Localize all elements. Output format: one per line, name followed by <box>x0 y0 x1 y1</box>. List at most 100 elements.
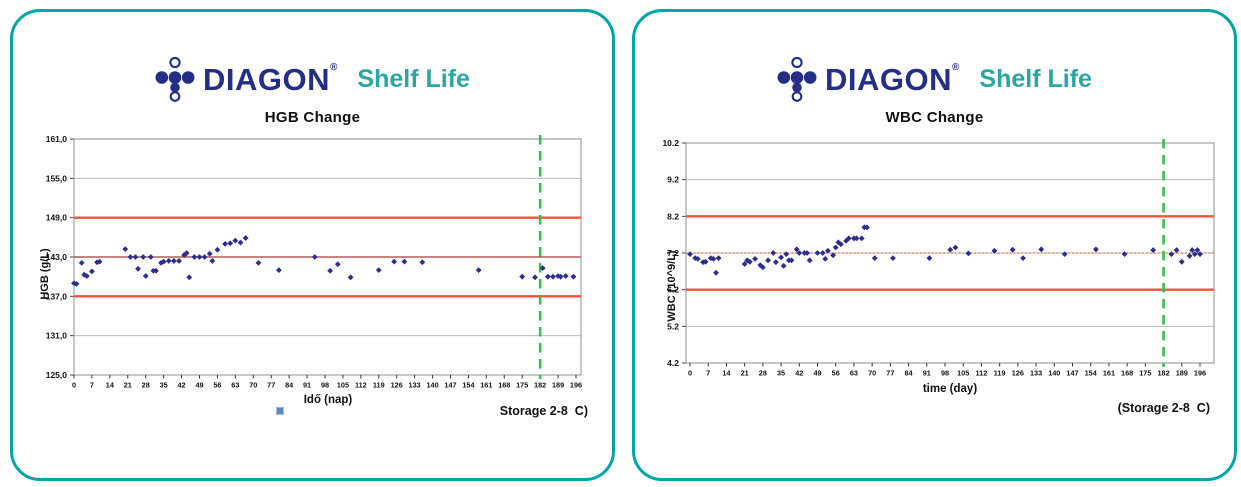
data-point <box>165 258 172 264</box>
data-point <box>555 273 561 279</box>
x-tick-label: 161 <box>1103 369 1115 378</box>
y-tick-label: 7.2 <box>667 248 679 258</box>
x-tick-label: 112 <box>355 381 367 390</box>
data-point <box>694 255 701 262</box>
data-point <box>222 240 229 247</box>
y-tick-label: 4.2 <box>667 358 679 368</box>
data-point <box>127 254 134 260</box>
data-point <box>401 258 408 265</box>
data-point <box>132 254 139 260</box>
data-point <box>1194 247 1201 253</box>
x-tick-label: 119 <box>373 381 385 390</box>
data-point <box>557 273 564 280</box>
y-tick-label: 149,0 <box>46 213 68 223</box>
storage-note-wbc: (Storage 2-8 C) <box>1117 401 1210 415</box>
y-tick-label: 10.2 <box>662 138 679 148</box>
data-point <box>715 255 722 262</box>
x-tick-label: 21 <box>741 369 749 378</box>
brand-tagline: Shelf Life <box>979 64 1092 93</box>
x-axis-label-hgb: Idő (nap) <box>303 394 353 406</box>
data-point <box>550 273 556 280</box>
x-tick-label: 140 <box>1048 369 1060 378</box>
x-tick-label: 0 <box>688 369 692 378</box>
data-point <box>744 257 751 264</box>
data-point <box>700 259 706 266</box>
data-point <box>871 255 878 262</box>
data-point <box>334 261 341 268</box>
data-point <box>311 254 318 260</box>
x-tick-label: 140 <box>426 381 438 390</box>
x-tick-label: 168 <box>498 381 510 390</box>
x-tick-label: 189 <box>552 381 564 390</box>
chart-title-wbc: WBC Change <box>885 109 984 126</box>
registered-mark: ® <box>952 61 960 73</box>
y-tick-label: 161,0 <box>46 134 68 144</box>
x-axis-label-wbc: time (day) <box>922 383 978 395</box>
data-point <box>78 260 85 266</box>
data-point <box>140 254 147 260</box>
data-point <box>853 235 860 242</box>
data-point <box>183 250 190 256</box>
data-point <box>176 258 182 264</box>
data-point <box>160 258 167 265</box>
y-tick-label: 9.2 <box>667 175 679 185</box>
data-point <box>391 258 398 265</box>
x-tick-label: 49 <box>195 381 203 390</box>
data-point <box>702 258 709 265</box>
x-tick-label: 77 <box>886 369 894 378</box>
data-point <box>1121 251 1128 257</box>
data-point <box>232 237 239 244</box>
x-tick-label: 35 <box>160 381 168 390</box>
data-point <box>804 250 810 256</box>
data-point <box>858 235 865 242</box>
storage-note-hgb: Storage 2-8 C) <box>499 404 588 418</box>
y-tick-label: 155,0 <box>46 173 68 183</box>
data-point <box>327 267 334 274</box>
data-point <box>89 268 95 275</box>
data-point <box>752 255 758 262</box>
data-point <box>570 273 577 280</box>
x-tick-label: 196 <box>1194 369 1206 378</box>
y-tick-label: 5.2 <box>667 321 679 331</box>
data-point <box>845 235 852 242</box>
data-point <box>864 224 870 231</box>
wbc-scatter-plot: 10.2 9.2 8.2 7.2 6.2 5.2 4.2 0 7 14 21 28 35 42 49 56 63… <box>662 138 1215 378</box>
data-point <box>96 258 103 265</box>
data-point <box>475 267 482 274</box>
x-tick-label: 28 <box>759 369 767 378</box>
data-point <box>1093 246 1099 253</box>
data-point <box>947 246 954 253</box>
x-tick-label: 182 <box>534 381 546 390</box>
x-tick-label: 175 <box>516 381 528 390</box>
data-point <box>83 273 90 279</box>
data-point <box>419 259 426 266</box>
x-tick-label: 56 <box>832 369 840 378</box>
data-point <box>1061 251 1068 257</box>
data-point <box>746 258 753 265</box>
data-point <box>770 250 777 256</box>
plot-frame <box>685 142 1215 364</box>
data-point <box>1173 247 1180 253</box>
data-point <box>952 244 959 251</box>
data-point <box>94 259 100 266</box>
data-point <box>783 251 790 257</box>
data-point <box>122 246 129 253</box>
x-tick-label: 182 <box>1157 369 1169 378</box>
data-point <box>1020 255 1026 262</box>
data-point <box>1186 253 1193 259</box>
x-tick-label: 56 <box>213 381 221 390</box>
data-point <box>710 255 717 262</box>
data-point <box>73 280 80 287</box>
x-tick-label: 91 <box>303 381 311 390</box>
y-tick-label: 137,0 <box>46 291 68 301</box>
x-tick-label: 126 <box>391 381 403 390</box>
y-tick-label: 8.2 <box>667 211 679 221</box>
diagon-flower-icon <box>777 56 817 102</box>
data-point <box>713 269 719 276</box>
x-tick-label: 28 <box>142 381 150 390</box>
data-point <box>741 261 748 267</box>
x-tick-label: 21 <box>124 381 132 390</box>
data-point <box>519 273 526 280</box>
x-tick-label: 63 <box>850 369 858 378</box>
